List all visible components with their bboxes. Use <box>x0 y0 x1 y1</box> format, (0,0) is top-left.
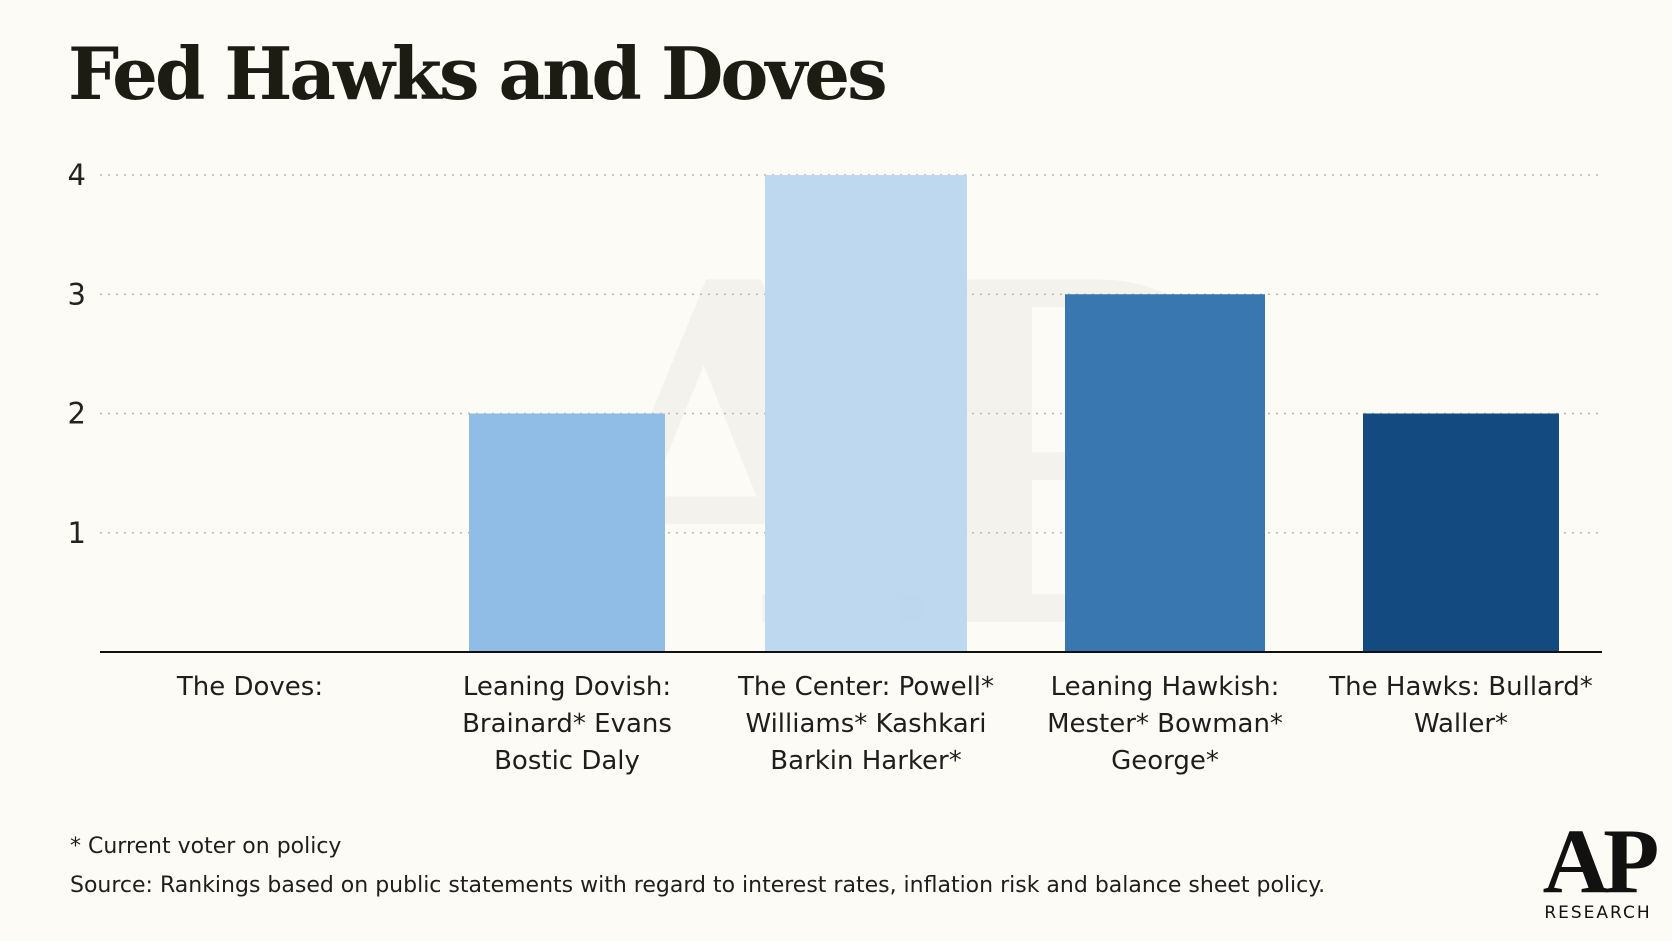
y-tick-label: 4 <box>68 158 86 192</box>
category-label: Leaning Dovish: Brainard* Evans Bostic Dal… <box>462 672 672 776</box>
category-label: The Hawks: Bullard* Waller* <box>1328 672 1592 739</box>
voter-footnote: * Current voter on policy <box>70 834 342 859</box>
y-tick-label: 3 <box>68 277 86 311</box>
bar <box>1065 294 1265 652</box>
y-axis-tick-labels: 1 2 3 4 <box>68 158 86 550</box>
category-label: Leaning Hawkish: Mester* Bowman* George* <box>1047 672 1283 776</box>
category-label: The Center: Powell* Williams* Kashkari Bar… <box>737 672 994 776</box>
bar <box>1363 413 1559 652</box>
y-tick-label: 1 <box>68 516 86 550</box>
source-note: Source: Rankings based on public stateme… <box>70 873 1326 898</box>
y-tick-label: 2 <box>68 397 86 431</box>
logo-sub-text: RESEARCH <box>1544 902 1652 923</box>
category-label: The Doves: <box>176 672 323 702</box>
bar <box>765 175 967 652</box>
chart-title: Fed Hawks and Doves <box>68 31 888 116</box>
category-labels: The Doves: Leaning Dovish: Brainard* Evans… <box>176 672 1593 776</box>
bar <box>469 413 665 652</box>
bars <box>469 175 1559 652</box>
logo-ap-text: AP <box>1542 810 1660 912</box>
ap-research-logo: AP RESEARCH <box>1538 810 1660 923</box>
